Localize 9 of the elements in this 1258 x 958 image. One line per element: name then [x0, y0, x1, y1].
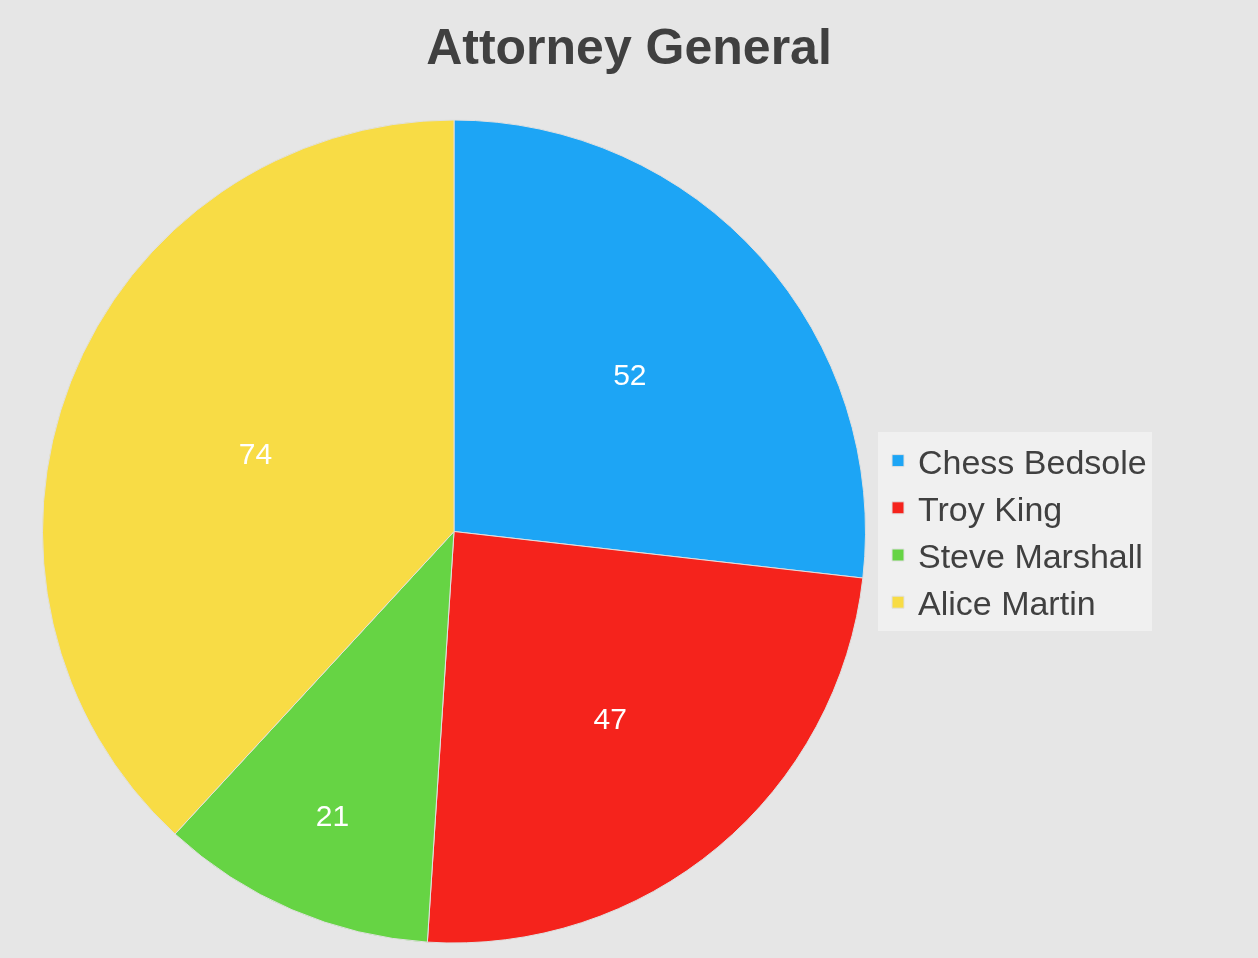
data-label: 52: [613, 358, 647, 392]
data-label: 74: [238, 437, 273, 471]
legend-label: Troy King: [918, 490, 1063, 529]
legend-label: Alice Martin: [918, 584, 1096, 623]
chart-title: Attorney General: [426, 18, 832, 75]
data-label: 21: [315, 798, 350, 832]
legend-label: Chess Bedsole: [918, 442, 1147, 481]
data-label: 47: [593, 701, 627, 735]
legend-label: Steve Marshall: [918, 537, 1143, 576]
